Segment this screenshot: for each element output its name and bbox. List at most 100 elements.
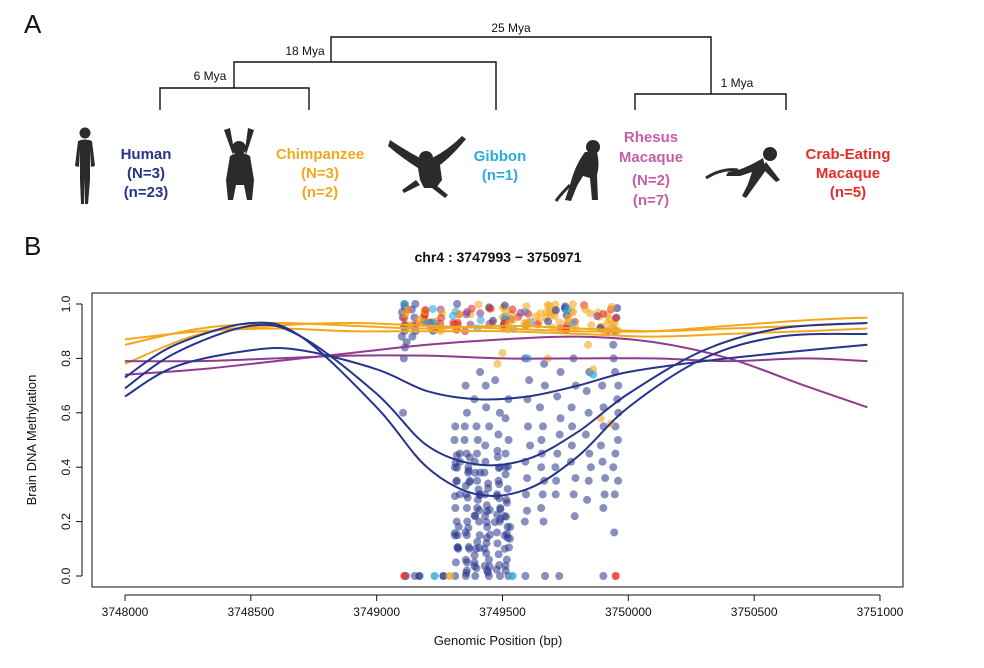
smoothed-curve-chimp bbox=[124, 327, 868, 341]
species-label-chimpanzee: Chimpanzee (N=3) (n=2) bbox=[276, 146, 364, 201]
data-point bbox=[437, 313, 446, 322]
data-point bbox=[473, 537, 482, 546]
data-point bbox=[482, 518, 491, 527]
data-point bbox=[502, 512, 511, 521]
data-point bbox=[493, 539, 502, 548]
data-point bbox=[439, 572, 448, 580]
species-label-rhesus-macaque: Rhesus Macaque (N=2) (n=7) bbox=[619, 129, 683, 209]
human-silhouette-icon bbox=[75, 127, 95, 204]
data-point bbox=[502, 307, 511, 316]
data-point bbox=[461, 381, 470, 390]
data-point bbox=[495, 480, 504, 489]
data-point bbox=[614, 476, 623, 485]
data-point bbox=[539, 517, 548, 526]
data-point bbox=[583, 495, 592, 504]
data-point bbox=[471, 572, 480, 580]
y-tick-label: 0.0 bbox=[59, 567, 73, 584]
tree-branch-25mya bbox=[330, 36, 712, 94]
data-point bbox=[470, 551, 479, 560]
data-point bbox=[600, 490, 609, 499]
smoothed-curves bbox=[124, 316, 868, 497]
data-point bbox=[455, 310, 464, 319]
data-point bbox=[607, 302, 616, 311]
data-point bbox=[453, 463, 462, 472]
data-point bbox=[503, 484, 512, 493]
data-point bbox=[491, 376, 500, 385]
chart-title: chr4 : 3747993 − 3750971 bbox=[415, 249, 582, 265]
data-point bbox=[563, 305, 572, 314]
data-point bbox=[464, 523, 473, 532]
data-point bbox=[476, 368, 485, 376]
data-point bbox=[586, 463, 595, 472]
data-point bbox=[493, 359, 502, 368]
data-point bbox=[486, 304, 495, 313]
data-point bbox=[463, 517, 472, 526]
chimpanzee-silhouette-icon bbox=[224, 128, 254, 200]
svg-text:(n=2): (n=2) bbox=[302, 184, 338, 201]
data-point bbox=[584, 340, 593, 349]
data-point bbox=[451, 422, 460, 431]
data-point bbox=[495, 408, 504, 417]
svg-text:Macaque: Macaque bbox=[816, 165, 880, 182]
data-point bbox=[473, 436, 482, 444]
data-point bbox=[451, 492, 460, 501]
data-point bbox=[571, 474, 580, 483]
data-point bbox=[474, 300, 483, 309]
species-label-crab-eating-macaque: Crab-Eating Macaque (n=5) bbox=[805, 146, 890, 201]
svg-text:(N=3): (N=3) bbox=[301, 165, 339, 182]
data-point bbox=[553, 392, 562, 401]
data-point bbox=[551, 490, 560, 499]
data-point bbox=[501, 470, 510, 479]
y-tick-label: 0.8 bbox=[59, 350, 73, 367]
data-point bbox=[481, 381, 490, 390]
data-point bbox=[551, 463, 560, 472]
divergence-1mya: 1 Mya bbox=[721, 76, 754, 90]
tree-branch-18mya bbox=[233, 61, 497, 110]
data-point bbox=[544, 317, 553, 326]
data-point bbox=[400, 572, 409, 580]
data-point bbox=[462, 310, 471, 319]
data-point bbox=[453, 543, 462, 552]
data-point bbox=[463, 493, 472, 502]
data-point bbox=[495, 572, 504, 580]
data-point bbox=[452, 451, 461, 460]
data-point bbox=[430, 572, 439, 580]
phylogenetic-tree bbox=[159, 36, 787, 110]
data-point bbox=[462, 569, 471, 578]
data-point bbox=[492, 528, 501, 537]
data-point bbox=[500, 531, 509, 540]
data-point bbox=[451, 572, 460, 580]
data-point bbox=[454, 522, 463, 531]
tree-branch-1mya bbox=[634, 93, 787, 110]
data-point bbox=[611, 314, 620, 323]
data-point bbox=[475, 517, 484, 526]
data-point bbox=[541, 572, 550, 580]
data-point bbox=[569, 490, 578, 499]
svg-text:(N=3): (N=3) bbox=[127, 165, 165, 182]
data-point bbox=[480, 561, 489, 570]
data-point bbox=[567, 441, 576, 450]
data-point bbox=[485, 422, 494, 431]
data-point bbox=[584, 476, 593, 485]
data-point bbox=[610, 528, 619, 537]
svg-text:Human: Human bbox=[121, 146, 172, 163]
data-point bbox=[482, 403, 491, 412]
data-point bbox=[523, 422, 532, 431]
x-tick-label: 3749000 bbox=[353, 605, 400, 619]
data-point bbox=[498, 348, 507, 357]
data-point bbox=[553, 449, 562, 458]
data-point bbox=[501, 414, 510, 423]
data-point bbox=[504, 436, 513, 444]
data-point bbox=[452, 477, 461, 486]
data-point bbox=[450, 529, 459, 538]
species-label-gibbon: Gibbon (n=1) bbox=[474, 148, 527, 184]
data-point bbox=[460, 436, 469, 444]
data-point bbox=[599, 572, 608, 580]
data-point bbox=[397, 332, 406, 341]
data-point bbox=[460, 422, 469, 431]
data-point bbox=[564, 313, 573, 322]
data-point bbox=[609, 340, 618, 349]
svg-text:Macaque: Macaque bbox=[619, 149, 683, 166]
data-point bbox=[526, 441, 535, 450]
data-point bbox=[551, 306, 560, 315]
